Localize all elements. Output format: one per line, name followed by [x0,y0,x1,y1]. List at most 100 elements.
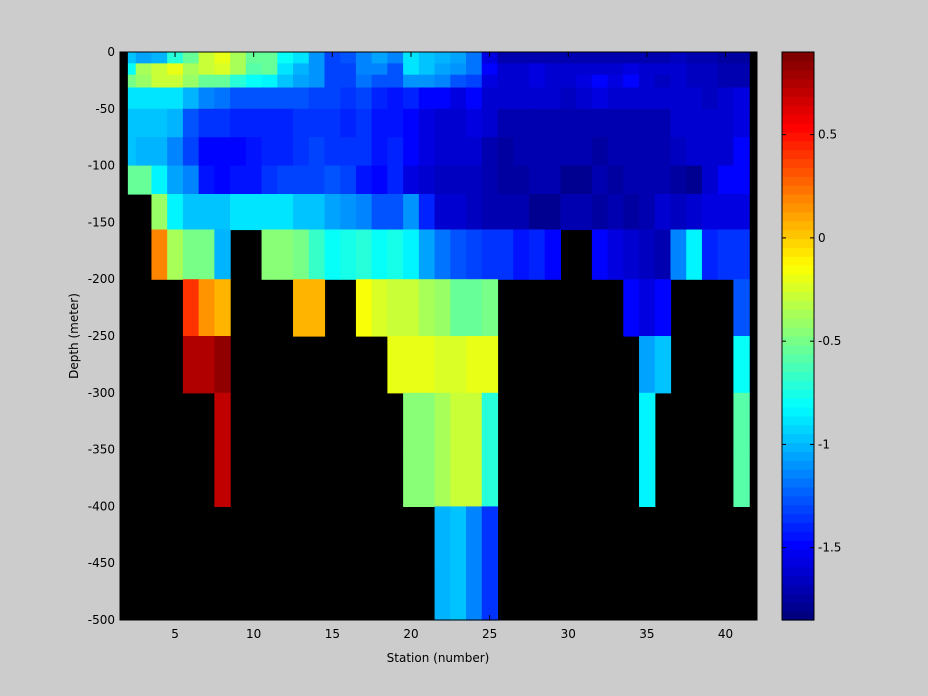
heatmap-cell [293,63,310,76]
heatmap-cell [167,194,184,231]
colorbar-tick-label: -1 [818,437,830,451]
heatmap-cell [324,87,341,110]
heatmap-cell [607,108,624,138]
heatmap-cell [513,52,530,64]
heatmap-cell [403,87,420,110]
heatmap-cell [497,194,514,231]
heatmap-cell [214,279,231,337]
heatmap-cell [135,87,153,110]
heatmap-cell [151,63,168,76]
heatmap-cell [418,392,436,451]
heatmap-cell [450,229,467,280]
heatmap-cell [466,336,483,394]
heatmap-cell [733,52,750,64]
heatmap-cell [127,74,137,89]
heatmap-cell [135,137,153,167]
heatmap-cell [670,74,687,89]
heatmap-cell [466,87,483,110]
heatmap-cell [733,74,750,89]
colorbar-segment [782,362,814,373]
heatmap-cell [355,87,373,110]
heatmap-cell [639,108,656,138]
heatmap-cell [654,229,672,280]
heatmap-cell [623,52,640,64]
heatmap-cell [293,194,310,231]
colorbar-segment [782,256,814,266]
heatmap-cell [670,52,687,64]
heatmap-cell [245,74,263,89]
heatmap-cell [513,137,530,167]
heatmap-cell [261,108,278,138]
heatmap-cell [167,137,184,167]
heatmap-cell [182,194,200,231]
heatmap-cell [544,52,561,64]
heatmap-cell [686,87,703,110]
heatmap-cell [450,336,467,394]
heatmap-cell [371,52,388,64]
colorbar-segment [782,469,814,479]
heatmap-cell [308,74,326,89]
heatmap-cell [214,336,231,394]
heatmap-cell [182,108,200,138]
heatmap-cell [481,52,499,64]
heatmap-cell [434,449,451,507]
heatmap-cell [513,229,530,280]
heatmap-cell [308,87,326,110]
heatmap-cell [418,63,436,76]
x-tick-label: 40 [718,627,733,641]
colorbar-segment [782,211,814,222]
colorbar-segment [782,78,814,89]
heatmap-cell [733,392,750,451]
heatmap-cell [230,108,247,138]
heatmap-cell [355,52,373,64]
heatmap-cell [528,194,546,231]
x-tick-label: 15 [325,627,340,641]
heatmap-cell [245,87,263,110]
heatmap-cell [481,165,499,195]
heatmap-cell [324,229,341,280]
heatmap-cell [717,63,735,76]
heatmap-cell [607,137,624,167]
heatmap-cell [717,229,735,280]
colorbar-segment [782,114,814,124]
colorbar-segment [782,87,814,97]
heatmap-cell [434,563,451,621]
colorbar-segment [782,291,814,302]
heatmap-cell [591,74,609,89]
heatmap-cell [434,63,451,76]
heatmap-cell [434,74,451,89]
y-tick-label: -350 [88,443,115,457]
heatmap-cell [293,165,310,195]
colorbar-segment [782,327,814,337]
heatmap-cell [513,63,530,76]
heatmap-cell [434,229,451,280]
heatmap-cell [434,165,451,195]
heatmap-cell [544,108,561,138]
y-tick-label: -450 [88,556,115,570]
heatmap-cell [701,165,719,195]
colorbar-segment [782,478,814,488]
colorbar-tick-label: 0.5 [818,128,837,142]
heatmap-cell [355,63,373,76]
colorbar-segment [782,247,814,257]
heatmap-cell [403,392,420,451]
heatmap-cell [151,108,168,138]
heatmap-cell [371,165,388,195]
colorbar-segment [782,282,814,293]
heatmap-cell [717,87,735,110]
heatmap-cell [214,52,231,64]
heatmap-cell [135,74,153,89]
heatmap-cell [403,108,420,138]
heatmap-cell [198,74,215,89]
colorbar-segment [782,344,814,355]
heatmap-cell [701,74,719,89]
heatmap-cell [450,137,467,167]
heatmap-cell [293,137,310,167]
heatmap-cell [230,137,247,167]
colorbar-segment [782,131,814,142]
heatmap-cell [466,108,483,138]
heatmap-cell [277,108,294,138]
heatmap-cell [591,87,609,110]
heatmap-cell [466,137,483,167]
heatmap-cell [450,63,467,76]
